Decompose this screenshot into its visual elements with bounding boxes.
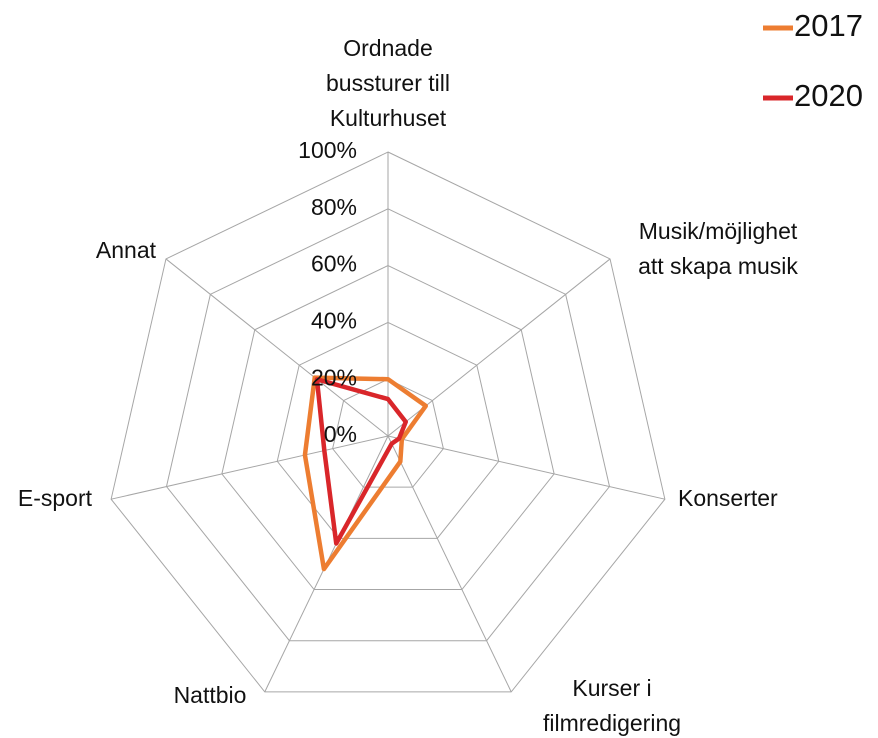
tick-label: 80%	[311, 194, 357, 220]
tick-label: 0%	[324, 421, 357, 447]
label-line: att skapa musik	[638, 253, 798, 279]
grid-ring	[221, 265, 555, 591]
category-label: Ordnade bussturer till Kulturhuset	[326, 35, 450, 131]
grid-ring	[110, 151, 666, 693]
series-line	[302, 375, 428, 572]
legend-label: 2020	[794, 78, 863, 113]
label-line: Musik/möjlighet	[639, 218, 798, 244]
spoke	[387, 435, 512, 693]
label-line: Ordnade	[343, 35, 433, 61]
category-label: Konserter	[678, 485, 778, 511]
category-label: E-sport	[18, 485, 93, 511]
spoke	[387, 435, 665, 500]
tick-label: 100%	[298, 137, 357, 163]
label-line: filmredigering	[543, 710, 681, 736]
category-label: Nattbio	[174, 682, 247, 708]
grid-ring	[332, 378, 444, 488]
grid-ring	[165, 208, 611, 642]
label-line: Konserter	[678, 485, 778, 511]
tick-label: 60%	[311, 251, 357, 277]
series-line	[314, 377, 409, 546]
legend-label: 2017	[794, 8, 863, 43]
category-label: Musik/möjlighet att skapa musik	[638, 218, 798, 279]
tick-label: 20%	[311, 364, 357, 390]
label-line: Annat	[96, 237, 157, 263]
grid-ring	[276, 321, 500, 539]
label-line: Kulturhuset	[330, 105, 447, 131]
label-line: bussturer till	[326, 70, 450, 96]
label-line: Kurser i	[572, 675, 651, 701]
category-label: Kurser i filmredigering	[543, 675, 681, 736]
spoke	[165, 258, 389, 437]
spoke	[111, 435, 389, 500]
label-line: E-sport	[18, 485, 93, 511]
label-line: Nattbio	[174, 682, 247, 708]
category-label: Annat	[96, 237, 157, 263]
tick-label: 40%	[311, 307, 357, 333]
